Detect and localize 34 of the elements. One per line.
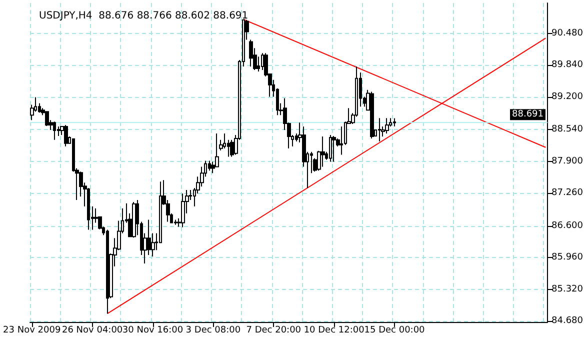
candlestick — [329, 134, 332, 162]
candlestick — [321, 136, 325, 168]
x-tick-label: 10 Dec 12:00 — [304, 326, 365, 336]
candlestick — [181, 193, 185, 228]
candlestick — [45, 111, 49, 127]
candlestick — [132, 201, 136, 238]
candlestick — [378, 118, 381, 142]
y-tick-label: 88.540 — [552, 124, 584, 135]
candlestick — [393, 118, 396, 127]
candlestick — [249, 39, 253, 67]
candlestick — [230, 139, 234, 158]
y-tick-label: 87.900 — [552, 156, 584, 166]
candlestick — [370, 91, 374, 139]
candlestick — [332, 135, 336, 162]
x-tick-label: 26 Nov 04:00 — [62, 326, 123, 336]
candlestick — [64, 124, 68, 147]
y-tick-label: 89.840 — [552, 60, 584, 70]
x-tick-label: 30 Nov 16:00 — [122, 326, 184, 336]
ref-line-label: 88.691 — [512, 110, 544, 120]
y-tick-label: 85.960 — [552, 252, 584, 263]
x-tick-label: 23 Nov 2009 — [3, 326, 61, 336]
y-tick-label: 85.320 — [552, 284, 584, 294]
text: USDJPY,H4 88.676 88.766 88.602 88.691 — [39, 10, 248, 22]
candlestick — [385, 118, 389, 134]
x-tick-label: 7 Dec 20:00 — [246, 326, 302, 336]
y-tick-label: 87.260 — [552, 188, 584, 198]
candlestick — [53, 121, 56, 140]
y-tick-label: 84.680 — [552, 316, 584, 326]
x-tick-label: 3 Dec 08:00 — [186, 326, 241, 336]
y-tick-label: 86.600 — [552, 220, 584, 231]
candlestick — [106, 229, 109, 314]
y-tick-label: 90.480 — [552, 28, 584, 38]
y-tick-label: 89.200 — [552, 92, 584, 102]
x-tick-label: 15 Dec 00:00 — [364, 326, 426, 336]
